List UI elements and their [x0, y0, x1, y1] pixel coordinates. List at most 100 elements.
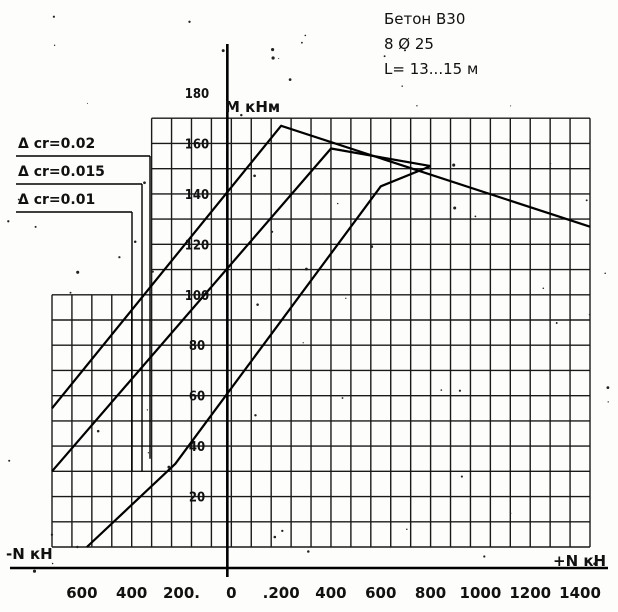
series-line-1: [51, 124, 591, 409]
scan-speck: [271, 56, 275, 60]
scan-speck: [147, 452, 150, 454]
scan-speck: [307, 550, 310, 553]
scan-speck: [304, 267, 308, 271]
scan-speck: [510, 512, 512, 514]
y-tick-label: 140: [185, 188, 209, 203]
y-tick-label: 80: [189, 339, 205, 354]
scan-speck: [240, 113, 243, 117]
scan-speck: [440, 389, 443, 391]
scan-speck: [383, 55, 386, 58]
scan-speck: [607, 401, 609, 403]
scan-speck: [542, 287, 545, 290]
scan-speck: [8, 459, 11, 462]
y-tick-label: 120: [185, 238, 209, 253]
scan-speck: [69, 291, 72, 294]
scan-speck: [76, 270, 80, 274]
scan-speck: [401, 85, 403, 87]
scan-speck: [143, 181, 146, 185]
scan-speck: [452, 163, 456, 167]
scan-speck: [167, 465, 171, 469]
scan-speck: [345, 297, 347, 299]
scan-speck: [413, 172, 415, 175]
scan-speck: [458, 389, 462, 392]
scan-speck: [406, 528, 408, 530]
y-axis-label: M кНм: [225, 98, 280, 116]
scan-speck: [254, 414, 257, 417]
scan-speck: [146, 409, 149, 411]
scan-speck: [302, 342, 304, 344]
scan-speck: [325, 193, 327, 195]
scan-speck: [221, 49, 225, 53]
scan-speck: [253, 174, 256, 178]
scan-speck: [606, 386, 610, 390]
series-line-3: [86, 165, 432, 548]
legend: Δ cr=0.02 Δ cr=0.015 Δ cr=0.01: [16, 136, 151, 472]
scan-speck: [256, 303, 259, 306]
legend-entry-1: Δ cr=0.02: [18, 136, 95, 152]
scan-speck: [52, 15, 55, 18]
scan-speck: [133, 240, 137, 243]
tick-labels: 600 400 200. 0 .200 400 600 800 1000 1200 1400 20 40…: [66, 87, 601, 602]
y-tick-label: 160: [185, 137, 209, 152]
grid: [51, 117, 591, 548]
series-layer: [51, 124, 591, 548]
axes: [10, 44, 608, 577]
series-line-2: [51, 147, 431, 473]
scan-speck: [278, 57, 280, 60]
scan-speck: [453, 206, 457, 210]
scan-speck: [304, 34, 307, 37]
x-tick-label: 0: [226, 584, 236, 602]
scan-speck: [301, 41, 303, 44]
x-tick-label: 1000: [460, 584, 502, 602]
scan-speck: [460, 475, 463, 478]
scan-speck: [188, 20, 191, 23]
scan-speck: [403, 49, 407, 52]
y-tick-label: 180: [185, 87, 209, 102]
scan-speck: [53, 44, 56, 46]
scan-speck: [278, 268, 280, 271]
legend-entry-3: Δ cr=0.01: [18, 192, 95, 208]
scan-speck: [555, 322, 558, 324]
scan-speck: [282, 586, 286, 590]
scan-speck: [96, 429, 100, 433]
x-tick-label: 600: [66, 584, 97, 602]
scan-speck: [51, 562, 54, 565]
x-axis-label-positive: +N кН: [553, 552, 606, 570]
y-tick-label: 40: [189, 440, 205, 455]
scan-speck: [337, 202, 339, 205]
scan-speck: [34, 225, 37, 228]
scan-speck: [604, 272, 606, 274]
x-axis-label-negative: -N кН: [6, 545, 53, 563]
scan-noise: [7, 15, 610, 590]
x-tick-label: 800: [415, 584, 446, 602]
scan-speck: [281, 529, 284, 533]
legend-entry-2: Δ cr=0.015: [18, 164, 105, 180]
scan-speck: [151, 270, 154, 273]
scan-speck: [550, 163, 552, 165]
x-tick-label: .200: [263, 584, 300, 602]
x-tick-label: 600: [365, 584, 396, 602]
scan-speck: [118, 256, 121, 259]
x-tick-label: 1200: [509, 584, 551, 602]
scan-speck: [288, 78, 292, 81]
x-tick-label: 1400: [559, 584, 601, 602]
x-tick-label: 400: [116, 584, 147, 602]
info-line-length: L= 13...15 м: [384, 60, 478, 78]
scan-speck: [17, 198, 20, 201]
info-line-material: Бетон В30: [384, 10, 465, 28]
scan-speck: [50, 533, 54, 536]
scan-speck: [341, 397, 344, 399]
scan-speck: [588, 314, 590, 316]
scan-speck: [271, 48, 275, 52]
x-tick-label: 400: [315, 584, 346, 602]
scan-speck: [474, 215, 477, 218]
y-tick-label: 60: [189, 390, 205, 405]
scan-speck: [585, 199, 588, 202]
scan-speck: [86, 102, 88, 104]
scan-speck: [593, 562, 597, 566]
scan-speck: [483, 555, 486, 558]
y-tick-label: 100: [185, 289, 209, 304]
scan-speck: [76, 545, 79, 549]
